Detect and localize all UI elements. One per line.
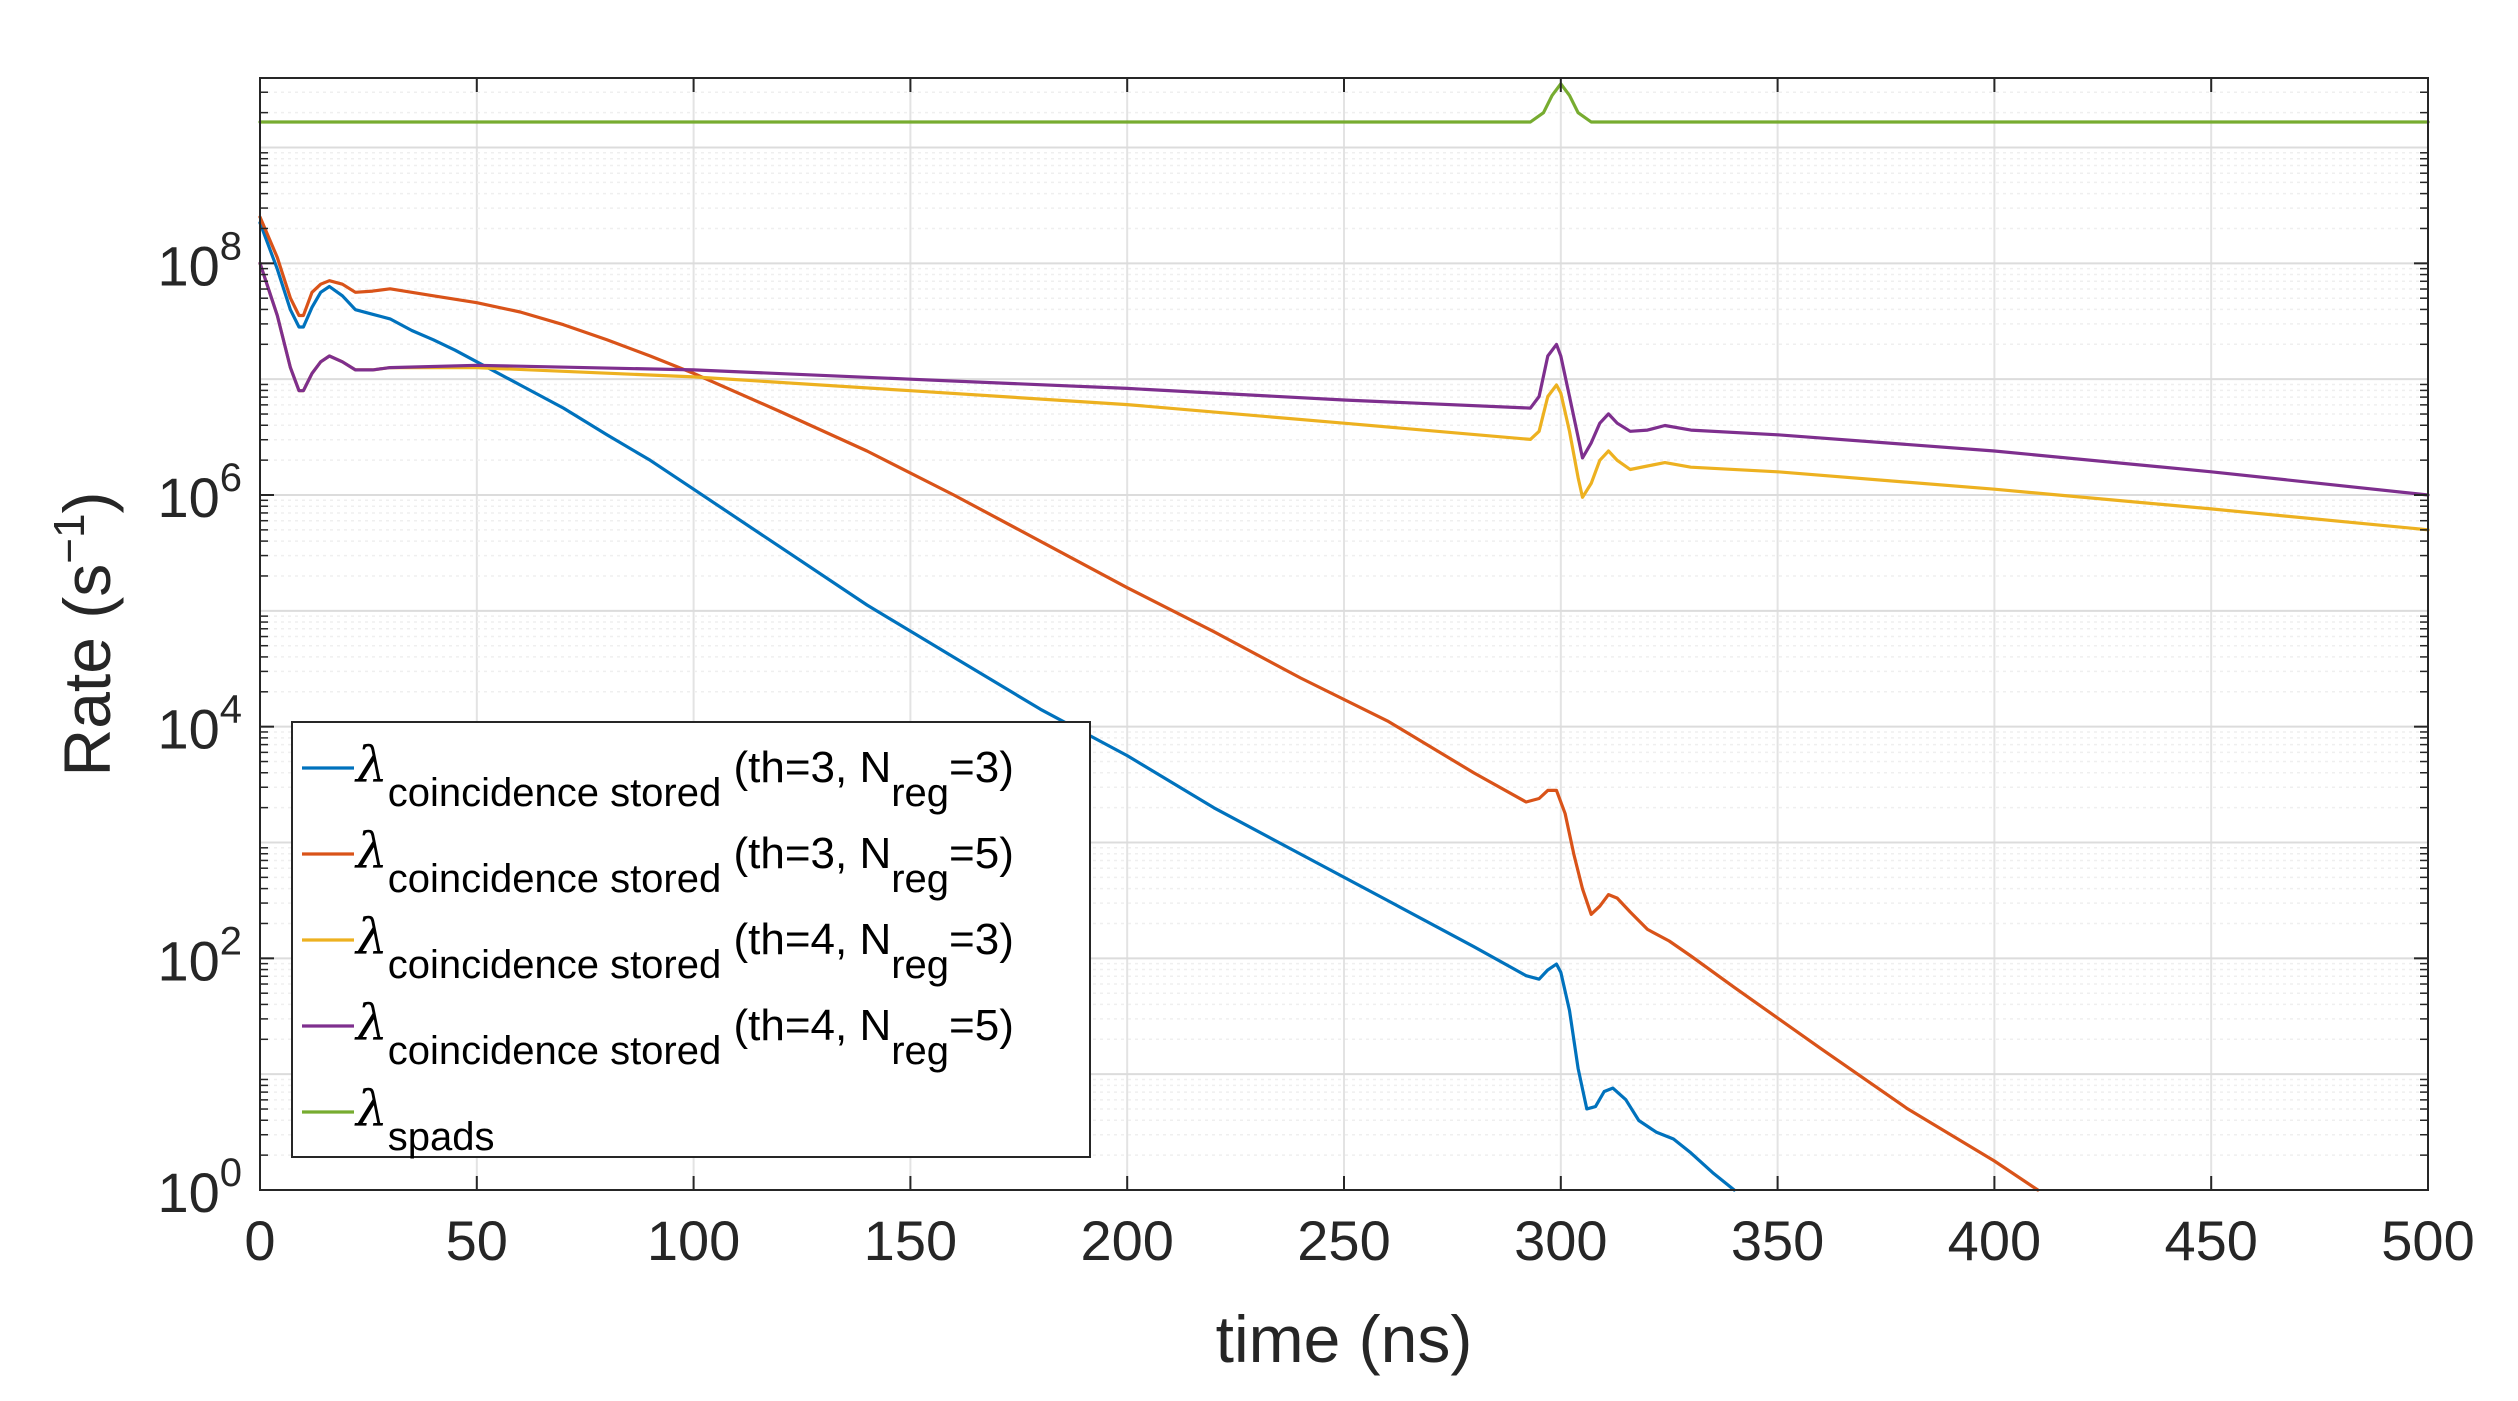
legend-subscript-reg: reg: [891, 771, 949, 815]
legend-subscript: coincidence stored: [388, 771, 722, 815]
y-tick-label: 100: [157, 1151, 242, 1224]
legend-entry-3: λcoincidence stored (th=4, Nreg=3): [354, 908, 1014, 987]
y-tick-exponent: 2: [220, 919, 242, 963]
x-tick-label: 400: [1948, 1209, 2041, 1272]
y-axis-title: Rate (s−1): [45, 492, 124, 777]
legend-subscript: coincidence stored: [388, 943, 722, 987]
y-tick-exponent: 4: [220, 688, 242, 732]
x-tick-label: 500: [2381, 1209, 2474, 1272]
y-tick-base: 10: [157, 466, 219, 529]
legend-params: (th=4, N: [721, 915, 891, 964]
legend-params-end: =5): [949, 1001, 1014, 1050]
legend-params: (th=4, N: [721, 1001, 891, 1050]
legend-params-end: =3): [949, 915, 1014, 964]
y-tick-exponent: 8: [220, 224, 242, 268]
y-axis-title-close: ): [50, 492, 124, 514]
y-tick-label: 108: [157, 224, 242, 297]
legend-params-end: =3): [949, 743, 1014, 792]
legend: λcoincidence stored (th=3, Nreg=3)λcoinc…: [291, 721, 1091, 1159]
x-axis: 0 50 100 150 200 250 300 350 400 450 500: [244, 78, 2475, 1272]
lambda-symbol: λ: [354, 736, 388, 794]
y-tick-exponent: 6: [220, 456, 242, 500]
y-tick-base: 10: [157, 929, 219, 992]
legend-entry-1: λcoincidence stored (th=3, Nreg=3): [354, 736, 1014, 815]
y-axis-title-main: Rate (s: [50, 564, 124, 777]
legend-subscript-reg: reg: [891, 1029, 949, 1073]
y-tick-label: 106: [157, 456, 242, 529]
y-tick-label: 104: [157, 688, 242, 761]
legend-entry-4: λcoincidence stored (th=4, Nreg=5): [354, 994, 1014, 1073]
y-tick-base: 10: [157, 698, 219, 761]
lambda-symbol: λ: [354, 1080, 388, 1138]
x-tick-label: 200: [1080, 1209, 1173, 1272]
legend-entry-2: λcoincidence stored (th=3, Nreg=5): [354, 822, 1014, 901]
y-tick-label: 102: [157, 919, 242, 992]
x-tick-label: 150: [864, 1209, 957, 1272]
y-axis-title-superscript: −1: [45, 514, 94, 564]
lambda-symbol: λ: [354, 908, 388, 966]
x-tick-label: 50: [446, 1209, 508, 1272]
series-lines: [258, 82, 2430, 1192]
series-line-4: [258, 261, 2430, 497]
legend-subscript: coincidence stored: [388, 1029, 722, 1073]
lambda-symbol: λ: [354, 994, 388, 1052]
x-tick-label: 300: [1514, 1209, 1607, 1272]
x-tick-label: 100: [647, 1209, 740, 1272]
x-tick-label: 350: [1731, 1209, 1824, 1272]
series-line-2: [258, 215, 2040, 1192]
legend-entry-5: λspads: [354, 1080, 494, 1159]
x-tick-label: 450: [2164, 1209, 2257, 1272]
legend-params: (th=3, N: [721, 743, 891, 792]
legend-subscript: spads: [388, 1115, 495, 1159]
y-tick-base: 10: [157, 234, 219, 297]
y-tick-base: 10: [157, 1161, 219, 1224]
y-tick-exponent: 0: [220, 1151, 242, 1195]
x-tick-label: 250: [1297, 1209, 1390, 1272]
lambda-symbol: λ: [354, 822, 388, 880]
legend-box: [291, 721, 1091, 1158]
legend-params-end: =5): [949, 829, 1014, 878]
legend-subscript: coincidence stored: [388, 857, 722, 901]
series-line-1: [258, 221, 1736, 1192]
x-tick-label: 0: [244, 1209, 275, 1272]
legend-params: (th=3, N: [721, 829, 891, 878]
legend-subscript-reg: reg: [891, 857, 949, 901]
legend-subscript-reg: reg: [891, 943, 949, 987]
x-axis-title: time (ns): [1216, 1302, 1473, 1376]
